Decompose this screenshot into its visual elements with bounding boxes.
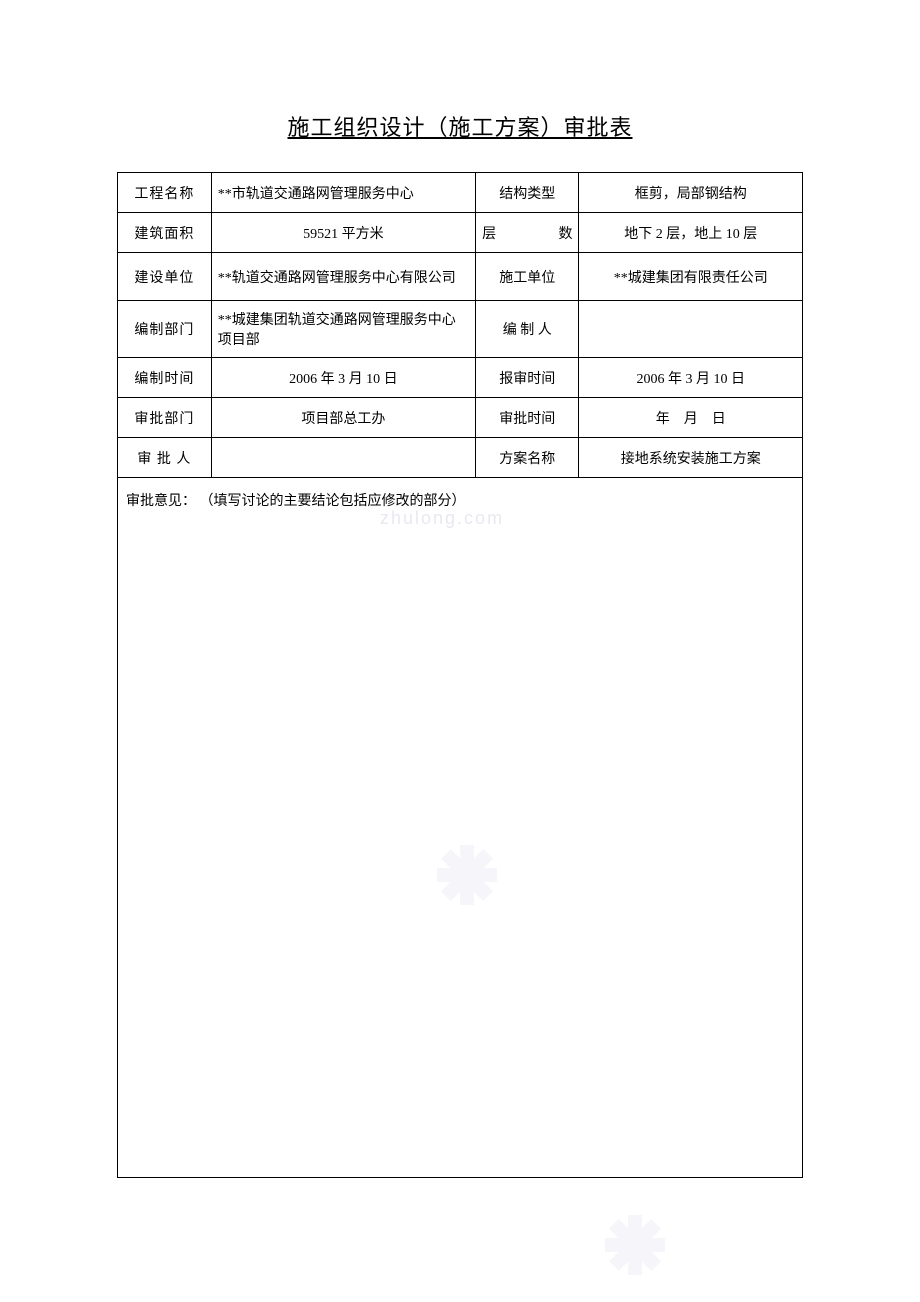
watermark-icon	[600, 1210, 670, 1280]
cell-label: 建设单位	[118, 253, 212, 301]
cell-value	[579, 301, 803, 358]
cell-label: 结构类型	[476, 173, 579, 213]
table-body: 工程名称 **市轨道交通路网管理服务中心 结构类型 框剪，局部钢结构 建筑面积 …	[118, 173, 803, 1178]
cell-label: 方案名称	[476, 438, 579, 478]
cell-label: 审 批 人	[118, 438, 212, 478]
opinion-label: 审批意见：	[126, 494, 196, 509]
cell-label: 层 数	[476, 213, 579, 253]
cell-label: 审批时间	[476, 398, 579, 438]
cell-value: **城建集团有限责任公司	[579, 253, 803, 301]
cell-label: 报审时间	[476, 358, 579, 398]
cell-label: 编制部门	[118, 301, 212, 358]
cell-value: 框剪，局部钢结构	[579, 173, 803, 213]
table-row: 工程名称 **市轨道交通路网管理服务中心 结构类型 框剪，局部钢结构	[118, 173, 803, 213]
cell-value: 2006 年 3 月 10 日	[211, 358, 475, 398]
table-row: 审批部门 项目部总工办 审批时间 年 月 日	[118, 398, 803, 438]
table-row: 编制时间 2006 年 3 月 10 日 报审时间 2006 年 3 月 10 …	[118, 358, 803, 398]
cell-value: 地下 2 层，地上 10 层	[579, 213, 803, 253]
cell-value: 接地系统安装施工方案	[579, 438, 803, 478]
opinion-row: 审批意见： （填写讨论的主要结论包括应修改的部分）	[118, 478, 803, 1178]
cell-label: 工程名称	[118, 173, 212, 213]
opinion-cell: 审批意见： （填写讨论的主要结论包括应修改的部分）	[118, 478, 803, 1178]
cell-value: **轨道交通路网管理服务中心有限公司	[211, 253, 475, 301]
table-row: 建设单位 **轨道交通路网管理服务中心有限公司 施工单位 **城建集团有限责任公…	[118, 253, 803, 301]
opinion-note: （填写讨论的主要结论包括应修改的部分）	[200, 494, 466, 509]
cell-label: 建筑面积	[118, 213, 212, 253]
cell-label: 施工单位	[476, 253, 579, 301]
table-row: 审 批 人 方案名称 接地系统安装施工方案	[118, 438, 803, 478]
cell-value: 项目部总工办	[211, 398, 475, 438]
cell-value: **城建集团轨道交通路网管理服务中心项目部	[211, 301, 475, 358]
cell-value: 2006 年 3 月 10 日	[579, 358, 803, 398]
table-row: 建筑面积 59521 平方米 层 数 地下 2 层，地上 10 层	[118, 213, 803, 253]
cell-value: 年 月 日	[579, 398, 803, 438]
cell-value	[211, 438, 475, 478]
cell-label: 审批部门	[118, 398, 212, 438]
cell-label: 编 制 人	[476, 301, 579, 358]
page-title: 施工组织设计（施工方案）审批表	[0, 110, 920, 142]
approval-table: 工程名称 **市轨道交通路网管理服务中心 结构类型 框剪，局部钢结构 建筑面积 …	[117, 172, 803, 1178]
cell-value: **市轨道交通路网管理服务中心	[211, 173, 475, 213]
cell-label: 编制时间	[118, 358, 212, 398]
cell-value: 59521 平方米	[211, 213, 475, 253]
table-row: 编制部门 **城建集团轨道交通路网管理服务中心项目部 编 制 人	[118, 301, 803, 358]
